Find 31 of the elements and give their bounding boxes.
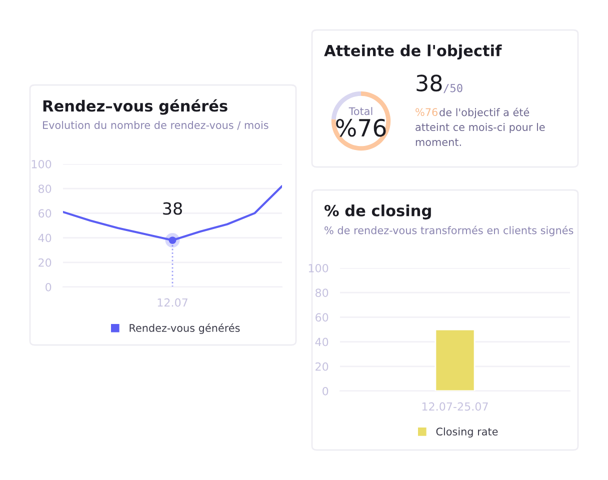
- y-tick-label: 40: [315, 338, 328, 346]
- text: 38: [416, 74, 442, 92]
- y-tick-label: 60: [316, 313, 328, 322]
- y-tick-label: 20: [38, 258, 52, 267]
- y-tick-label: 0: [46, 282, 52, 292]
- text: de l'objectif a été: [440, 108, 530, 118]
- text: %76: [416, 108, 438, 116]
- y-tick-label: 80: [38, 184, 52, 193]
- y-tick-label: 100: [308, 264, 328, 272]
- text: %76: [336, 118, 386, 137]
- y-tick-label: 60: [38, 209, 52, 218]
- y-tick-label: 80: [316, 288, 328, 297]
- data-label: 38: [163, 202, 182, 215]
- chart-subtitle: Evolution du nombre de rendez-vous / mois: [43, 120, 268, 130]
- text: /50: [444, 84, 462, 94]
- text: Total: [348, 107, 372, 116]
- legend-label: Closing rate: [436, 427, 498, 438]
- chart-title: Atteinte de l'objectif: [324, 44, 502, 60]
- text: atteint ce mois-ci pour le: [416, 122, 545, 134]
- text: moment.: [416, 138, 461, 146]
- y-tick-label: 40: [38, 234, 52, 242]
- chart-subtitle: % de rendez-vous transformés en clients signés: [324, 226, 574, 236]
- y-tick-label: 0: [322, 386, 328, 396]
- x-tick-label: 12.07-25.07: [422, 402, 488, 411]
- y-tick-label: 20: [316, 362, 328, 371]
- x-tick-label: 12.07: [158, 298, 188, 307]
- chart-title: Rendez–vous générés: [43, 99, 228, 115]
- chart-title: % de closing: [324, 204, 431, 220]
- y-tick-label: 100: [32, 160, 52, 168]
- legend-label: Rendez-vous générés: [130, 323, 240, 334]
- donut-slice: [331, 91, 391, 151]
